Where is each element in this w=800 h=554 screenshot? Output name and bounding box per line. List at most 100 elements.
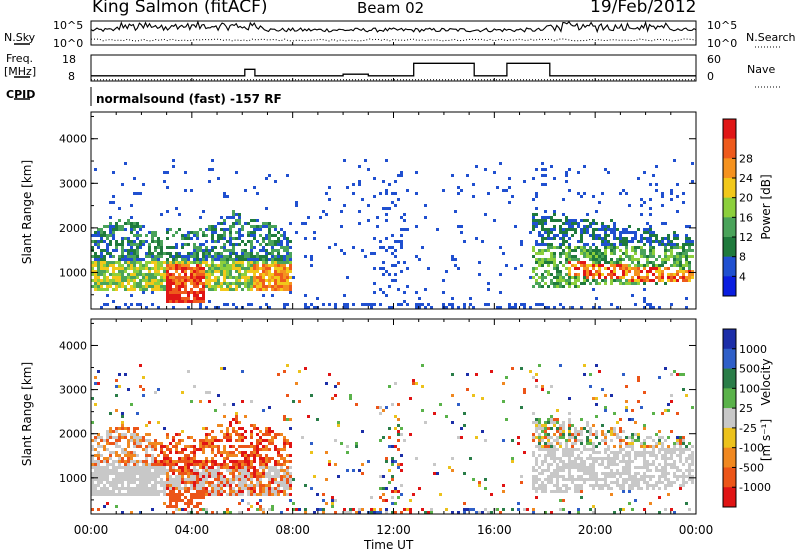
power-heatmap-cell [205,276,208,279]
velocity-heatmap-cell [334,463,337,466]
velocity-heatmap-cell [484,439,487,442]
velocity-heatmap-cell [190,472,193,475]
velocity-heatmap-cell [649,451,652,454]
velocity-heatmap-cell [463,472,466,475]
velocity-heatmap-cell [121,466,124,469]
power-heatmap-cell [181,264,184,267]
power-heatmap-cell [673,279,676,282]
velocity-heatmap-cell [322,508,325,511]
velocity-heatmap-cell [163,427,166,430]
power-heatmap-cell [286,285,289,288]
velocity-heatmap-cell [160,481,163,484]
velocity-heatmap-cell [358,511,361,514]
velocity-heatmap-cell [238,466,241,469]
power-heatmap-cell [652,249,655,252]
velocity-heatmap-cell [202,466,205,469]
velocity-heatmap-cell [217,424,220,427]
velocity-heatmap-cell [292,502,295,505]
power-heatmap-cell [118,261,121,264]
velocity-heatmap-cell [289,427,292,430]
velocity-heatmap-cell [172,487,175,490]
power-heatmap-cell [115,222,118,225]
power-heatmap-cell [154,264,157,267]
power-heatmap-cell [91,261,94,264]
velocity-heatmap-cell [97,463,100,466]
power-heatmap-cell [208,267,211,270]
power-heatmap-cell [115,288,118,291]
velocity-heatmap-cell [688,478,691,481]
power-heatmap-cell [148,276,151,279]
power-heatmap-cell [127,252,130,255]
velocity-heatmap-cell [127,457,130,460]
velocity-heatmap-cell [91,457,94,460]
velocity-heatmap-cell [562,454,565,457]
velocity-heatmap-cell [130,487,133,490]
velocity-heatmap-cell [199,460,202,463]
velocity-heatmap-cell [592,433,595,436]
power-heatmap-cell [289,270,292,273]
power-heatmap-cell [313,306,316,309]
power-heatmap-cell [667,273,670,276]
power-heatmap-cell [379,192,382,195]
velocity-heatmap-cell [562,424,565,427]
power-heatmap-cell [193,297,196,300]
velocity-heatmap-cell [184,472,187,475]
velocity-heatmap-cell [550,427,553,430]
velocity-heatmap-cell [250,484,253,487]
velocity-heatmap-cell [256,448,259,451]
power-heatmap-cell [556,279,559,282]
power-heatmap-cell [130,294,133,297]
power-heatmap-cell [550,279,553,282]
power-heatmap-cell [538,276,541,279]
velocity-heatmap-cell [283,487,286,490]
power-heatmap-cell [541,243,544,246]
power-heatmap-cell [193,276,196,279]
velocity-heatmap-cell [166,505,169,508]
power-heatmap-cell [292,276,295,279]
power-heatmap-cell [586,264,589,267]
power-heatmap-cell [133,270,136,273]
velocity-heatmap-cell [532,487,535,490]
velocity-heatmap-cell [562,427,565,430]
power-heatmap-cell [241,264,244,267]
velocity-heatmap-cell [682,481,685,484]
velocity-heatmap-cell [139,481,142,484]
velocity-heatmap-cell [637,436,640,439]
velocity-heatmap-cell [658,376,661,379]
velocity-heatmap-cell [289,475,292,478]
power-heatmap-cell [142,267,145,270]
power-heatmap-cell [454,264,457,267]
power-heatmap-cell [223,195,226,198]
power-heatmap-cell [382,267,385,270]
velocity-heatmap-cell [268,508,271,511]
power-heatmap-cell [118,243,121,246]
velocity-heatmap-cell [385,487,388,490]
power-heatmap-cell [160,267,163,270]
power-heatmap-cell [679,252,682,255]
power-heatmap-cell [535,240,538,243]
velocity-heatmap-cell [166,472,169,475]
power-heatmap-cell [601,273,604,276]
power-heatmap-cell [286,255,289,258]
power-heatmap-cell [94,264,97,267]
velocity-heatmap-cell [583,364,586,367]
power-heatmap-cell [214,306,217,309]
velocity-heatmap-cell [151,466,154,469]
velocity-heatmap-cell [586,457,589,460]
power-heatmap-cell [262,273,265,276]
velocity-heatmap-cell [232,475,235,478]
velocity-heatmap-cell [202,493,205,496]
power-heatmap-cell [418,303,421,306]
power-heatmap-cell [190,288,193,291]
power-heatmap-cell [283,246,286,249]
velocity-heatmap-cell [613,454,616,457]
velocity-heatmap-cell [235,454,238,457]
power-heatmap-cell [691,180,694,183]
power-heatmap-cell [589,258,592,261]
power-heatmap-cell [547,249,550,252]
power-heatmap-cell [139,243,142,246]
velocity-heatmap-cell [490,370,493,373]
velocity-heatmap-cell [559,433,562,436]
velocity-heatmap-cell [361,463,364,466]
power-heatmap-cell [688,264,691,267]
